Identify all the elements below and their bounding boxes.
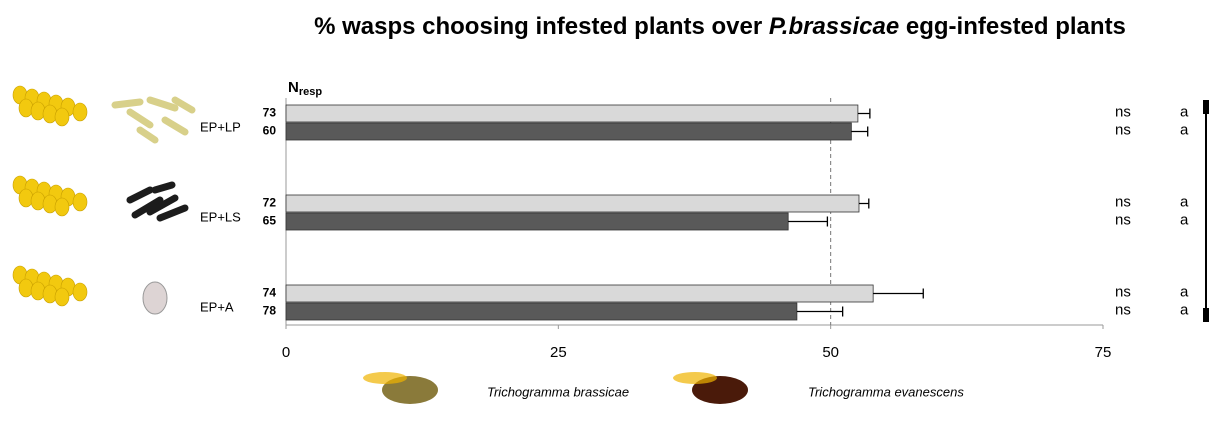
legend-label: Trichogramma brassicae	[487, 384, 629, 399]
bracket-end	[1203, 100, 1209, 114]
bar	[286, 213, 788, 230]
y-tick-label: EP+LP	[200, 119, 241, 134]
n-label: 72	[263, 196, 277, 210]
letter-label: a	[1180, 211, 1189, 228]
significance-label: ns	[1115, 283, 1131, 300]
error-bar	[797, 307, 843, 317]
significance-label: ns	[1115, 301, 1131, 318]
bar	[286, 195, 859, 212]
x-tick-label: 0	[282, 344, 290, 361]
bracket-end	[1203, 308, 1209, 322]
letter-label: a	[1180, 121, 1189, 138]
bar	[286, 123, 851, 140]
x-tick-label: 75	[1095, 344, 1112, 361]
significance-label: ns	[1115, 193, 1131, 210]
title-part: egg-infested plants	[899, 13, 1126, 40]
significance-label: ns	[1115, 211, 1131, 228]
chart: % wasps choosing infested plants over P.…	[0, 0, 1219, 427]
letter-label: a	[1180, 103, 1189, 120]
bar	[286, 105, 858, 122]
bar	[286, 285, 873, 302]
n-label: Nresp	[288, 79, 322, 98]
title-part: % wasps choosing infested plants over	[314, 13, 769, 40]
significance-label: ns	[1115, 103, 1131, 120]
n-label: 60	[263, 124, 277, 138]
bar	[286, 303, 797, 320]
letter-label: a	[1180, 193, 1189, 210]
n-label: 65	[263, 214, 277, 228]
x-tick-label: 50	[822, 344, 839, 361]
error-bar	[859, 199, 869, 209]
n-label-sub: resp	[299, 86, 323, 98]
chart-title: % wasps choosing infested plants over P.…	[314, 13, 1126, 40]
n-label: 73	[263, 106, 277, 120]
n-label-main: N	[288, 79, 299, 96]
letter-label: a	[1180, 283, 1189, 300]
legend-icon	[363, 372, 407, 384]
error-bar	[788, 217, 827, 227]
error-bar	[858, 109, 870, 119]
significance-label: ns	[1115, 121, 1131, 138]
icons	[13, 86, 192, 314]
error-bar	[873, 289, 923, 299]
y-tick-label: EP+LS	[200, 209, 241, 224]
legend-label: Trichogramma evanescens	[808, 384, 964, 399]
n-label: 74	[263, 286, 277, 300]
x-tick-label: 25	[550, 344, 567, 361]
n-label: 78	[263, 304, 277, 318]
letter-label: a	[1180, 301, 1189, 318]
error-bar	[851, 127, 867, 137]
y-tick-label: EP+A	[200, 299, 234, 314]
title-part: P.brassicae	[769, 13, 899, 40]
legend-icon	[673, 372, 717, 384]
